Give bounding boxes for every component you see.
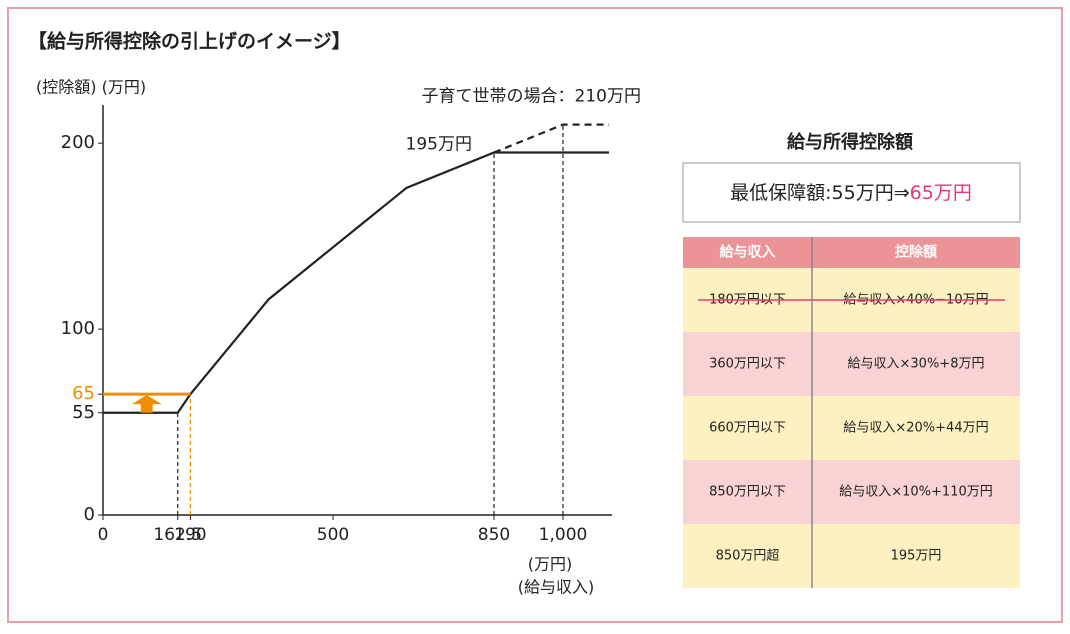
x-tick-label: 190 [174, 525, 206, 545]
table-row [683, 524, 1020, 588]
header-cell: 給与収入 [720, 244, 776, 261]
minimum-box [682, 162, 1021, 223]
minimum-label: 最低保障額:55万円⇒ [730, 182, 910, 204]
title: 【給与所得控除の引上げのイメージ】 [28, 30, 351, 53]
table-cell: 660万円以下 [709, 421, 786, 436]
table-cell: 給与収入×20%+44万円 [843, 421, 988, 436]
table-cell: 850万円以下 [709, 485, 786, 500]
y-tick-label: 55 [72, 402, 95, 423]
table-row [683, 460, 1020, 524]
table-cell: 360万円以下 [709, 357, 786, 372]
annotation: 195万円 [406, 134, 472, 154]
x-axis-label: (給与収入) [518, 578, 595, 597]
y-tick-label: 200 [61, 132, 95, 153]
table-header [683, 237, 1020, 268]
table-row [683, 332, 1020, 396]
panel-title: 給与所得控除額 [787, 131, 913, 153]
annotation: 子育て世帯の場合：210万円 [422, 87, 641, 107]
minimum-highlight: 65万円 [910, 182, 972, 204]
x-tick-label: 162.5 [153, 525, 202, 545]
y-tick-label: 0 [84, 504, 95, 525]
table-cell: 給与収入×10%+110万円 [839, 485, 993, 500]
x-tick-label: 1,000 [539, 525, 588, 545]
x-tick-label: 0 [98, 525, 109, 545]
y-tick-label: 65 [72, 383, 95, 404]
arrow [131, 395, 162, 413]
table-cell: 195万円 [891, 549, 942, 564]
header-cell: 控除額 [895, 244, 937, 261]
minimum-text: 最低保障額:55万円⇒65万円 [730, 182, 972, 204]
y-tick-label: 100 [61, 318, 95, 339]
line [493, 123, 609, 154]
x-axis-label: (万円) [528, 555, 573, 574]
x-tick-label: 500 [317, 525, 349, 545]
x-tick-label: 850 [478, 525, 510, 545]
y-axis-label: (控除額) (万円) [36, 78, 146, 97]
table-cell: 850万円超 [716, 549, 780, 564]
table-row [683, 396, 1020, 460]
table-cell: 給与収入×30%+8万円 [848, 357, 985, 372]
